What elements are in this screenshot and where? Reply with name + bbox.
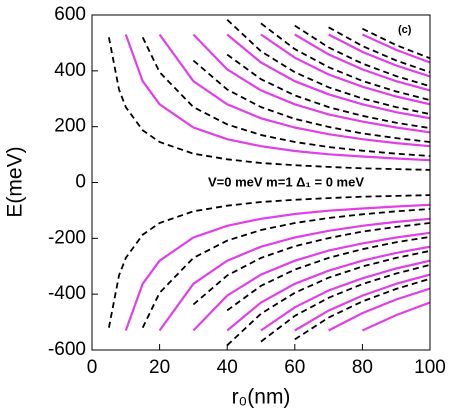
solid-level	[328, 287, 430, 332]
annotation: V=0 meV m=1 Δ₁ = 0 meV	[208, 174, 364, 189]
y-axis-label: E(meV)	[4, 146, 27, 217]
solid-level	[192, 231, 430, 332]
x-tick-label: 100	[414, 357, 446, 378]
y-tick-label: 200	[54, 116, 86, 137]
solid-level	[294, 273, 430, 332]
curves	[108, 19, 430, 346]
solid-level	[226, 33, 430, 120]
x-tick-label: 20	[149, 357, 170, 378]
dashed-level	[294, 277, 430, 341]
y-tick-label: 400	[54, 60, 86, 81]
y-tick-label: 600	[54, 4, 86, 25]
dashed-level	[141, 208, 430, 329]
dashed-level	[328, 26, 430, 74]
dashed-level	[192, 59, 430, 143]
dashed-level	[226, 19, 430, 115]
solid-level	[124, 34, 430, 162]
solid-level	[361, 301, 430, 332]
x-tick-label: 60	[284, 357, 305, 378]
dashed-level	[226, 250, 430, 346]
x-tick-label: 80	[352, 357, 373, 378]
solid-level	[328, 33, 430, 78]
y-tick-label: -200	[48, 227, 86, 248]
dashed-level	[294, 24, 430, 88]
x-axis-label: r₀(nm)	[232, 386, 291, 409]
solid-level	[361, 33, 430, 64]
solid-level	[124, 203, 430, 331]
solid-level	[260, 259, 430, 332]
dashed-level	[108, 194, 430, 328]
x-tick-label: 40	[217, 357, 238, 378]
y-tick-label: 0	[75, 172, 86, 193]
solid-level	[260, 33, 430, 106]
dashed-level	[108, 37, 430, 171]
dashed-level	[260, 264, 430, 343]
solid-level	[226, 245, 430, 332]
solid-level	[192, 33, 430, 134]
dashed-level	[141, 36, 430, 157]
solid-level	[158, 33, 430, 148]
panel-label: (c)	[398, 24, 412, 36]
dashed-level	[362, 27, 430, 60]
x-tick-label: 0	[87, 357, 98, 378]
solid-level	[294, 33, 430, 92]
dashed-level	[226, 53, 430, 129]
y-tick-label: -400	[48, 283, 86, 304]
solid-level	[158, 217, 430, 332]
dashed-level	[192, 222, 430, 306]
dashed-level	[226, 236, 430, 312]
dashed-level	[260, 22, 430, 101]
y-tick-label: -600	[48, 339, 86, 360]
